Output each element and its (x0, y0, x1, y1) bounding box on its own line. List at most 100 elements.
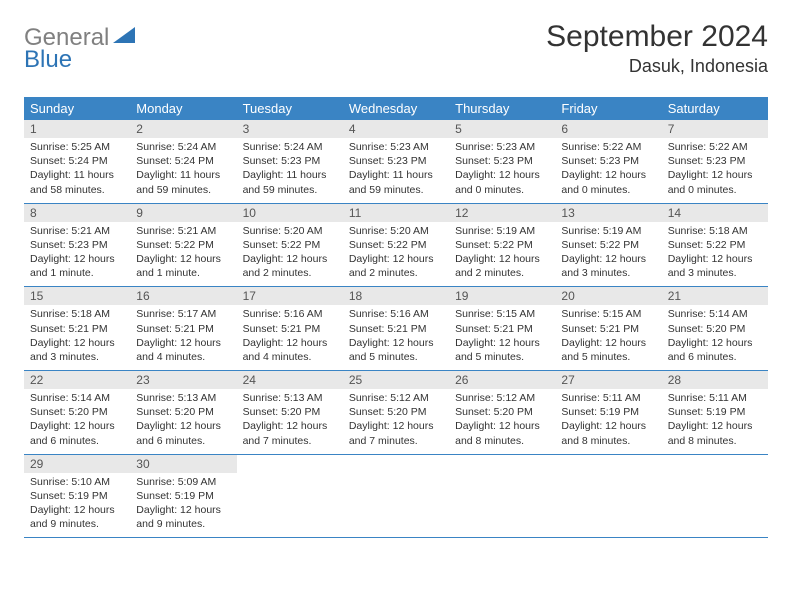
day-cell: 18Sunrise: 5:16 AMSunset: 5:21 PMDayligh… (343, 287, 449, 371)
sunset-text: Sunset: 5:23 PM (561, 154, 655, 168)
daylight-text: Daylight: 11 hours and 58 minutes. (30, 168, 124, 196)
day-content: Sunrise: 5:13 AMSunset: 5:20 PMDaylight:… (237, 389, 343, 454)
day-number: 4 (343, 120, 449, 138)
daylight-text: Daylight: 12 hours and 4 minutes. (243, 336, 337, 364)
daylight-text: Daylight: 12 hours and 2 minutes. (349, 252, 443, 280)
day-number: 20 (555, 287, 661, 305)
daylight-text: Daylight: 12 hours and 0 minutes. (455, 168, 549, 196)
day-content: Sunrise: 5:20 AMSunset: 5:22 PMDaylight:… (343, 222, 449, 287)
day-number: 1 (24, 120, 130, 138)
sunset-text: Sunset: 5:22 PM (349, 238, 443, 252)
sunset-text: Sunset: 5:22 PM (561, 238, 655, 252)
empty-cell (449, 454, 555, 538)
sunset-text: Sunset: 5:19 PM (668, 405, 762, 419)
daylight-text: Daylight: 12 hours and 0 minutes. (668, 168, 762, 196)
sunrise-text: Sunrise: 5:19 AM (455, 224, 549, 238)
sunset-text: Sunset: 5:21 PM (136, 322, 230, 336)
daylight-text: Daylight: 12 hours and 3 minutes. (30, 336, 124, 364)
sunrise-text: Sunrise: 5:18 AM (30, 307, 124, 321)
day-cell: 11Sunrise: 5:20 AMSunset: 5:22 PMDayligh… (343, 203, 449, 287)
daylight-text: Daylight: 12 hours and 5 minutes. (349, 336, 443, 364)
day-content: Sunrise: 5:21 AMSunset: 5:23 PMDaylight:… (24, 222, 130, 287)
day-content: Sunrise: 5:12 AMSunset: 5:20 PMDaylight:… (449, 389, 555, 454)
day-cell: 23Sunrise: 5:13 AMSunset: 5:20 PMDayligh… (130, 371, 236, 455)
day-header-friday: Friday (555, 97, 661, 120)
day-cell: 14Sunrise: 5:18 AMSunset: 5:22 PMDayligh… (662, 203, 768, 287)
sunrise-text: Sunrise: 5:09 AM (136, 475, 230, 489)
day-header-thursday: Thursday (449, 97, 555, 120)
day-content: Sunrise: 5:19 AMSunset: 5:22 PMDaylight:… (449, 222, 555, 287)
sunset-text: Sunset: 5:21 PM (243, 322, 337, 336)
day-number: 14 (662, 204, 768, 222)
day-number: 9 (130, 204, 236, 222)
sunset-text: Sunset: 5:19 PM (561, 405, 655, 419)
day-content: Sunrise: 5:10 AMSunset: 5:19 PMDaylight:… (24, 473, 130, 538)
day-cell: 5Sunrise: 5:23 AMSunset: 5:23 PMDaylight… (449, 120, 555, 203)
empty-cell (662, 454, 768, 538)
sunrise-text: Sunrise: 5:12 AM (349, 391, 443, 405)
week-row: 15Sunrise: 5:18 AMSunset: 5:21 PMDayligh… (24, 287, 768, 371)
day-number: 23 (130, 371, 236, 389)
daylight-text: Daylight: 12 hours and 2 minutes. (455, 252, 549, 280)
daylight-text: Daylight: 12 hours and 1 minute. (136, 252, 230, 280)
sunrise-text: Sunrise: 5:16 AM (349, 307, 443, 321)
day-content: Sunrise: 5:11 AMSunset: 5:19 PMDaylight:… (662, 389, 768, 454)
sunset-text: Sunset: 5:20 PM (455, 405, 549, 419)
day-cell: 13Sunrise: 5:19 AMSunset: 5:22 PMDayligh… (555, 203, 661, 287)
day-cell: 8Sunrise: 5:21 AMSunset: 5:23 PMDaylight… (24, 203, 130, 287)
day-content: Sunrise: 5:18 AMSunset: 5:21 PMDaylight:… (24, 305, 130, 370)
day-number: 7 (662, 120, 768, 138)
day-number: 11 (343, 204, 449, 222)
empty-cell (555, 454, 661, 538)
sunrise-text: Sunrise: 5:15 AM (561, 307, 655, 321)
day-cell: 24Sunrise: 5:13 AMSunset: 5:20 PMDayligh… (237, 371, 343, 455)
day-number: 3 (237, 120, 343, 138)
day-number: 12 (449, 204, 555, 222)
day-header-sunday: Sunday (24, 97, 130, 120)
day-header-monday: Monday (130, 97, 236, 120)
daylight-text: Daylight: 12 hours and 7 minutes. (243, 419, 337, 447)
sunrise-text: Sunrise: 5:22 AM (561, 140, 655, 154)
day-number: 13 (555, 204, 661, 222)
day-cell: 7Sunrise: 5:22 AMSunset: 5:23 PMDaylight… (662, 120, 768, 203)
daylight-text: Daylight: 12 hours and 5 minutes. (561, 336, 655, 364)
daylight-text: Daylight: 12 hours and 6 minutes. (30, 419, 124, 447)
day-cell: 21Sunrise: 5:14 AMSunset: 5:20 PMDayligh… (662, 287, 768, 371)
day-cell: 12Sunrise: 5:19 AMSunset: 5:22 PMDayligh… (449, 203, 555, 287)
day-number: 26 (449, 371, 555, 389)
day-number: 17 (237, 287, 343, 305)
daylight-text: Daylight: 12 hours and 3 minutes. (668, 252, 762, 280)
sunrise-text: Sunrise: 5:16 AM (243, 307, 337, 321)
title-block: September 2024 Dasuk, Indonesia (546, 20, 768, 77)
day-cell: 9Sunrise: 5:21 AMSunset: 5:22 PMDaylight… (130, 203, 236, 287)
day-cell: 25Sunrise: 5:12 AMSunset: 5:20 PMDayligh… (343, 371, 449, 455)
day-content: Sunrise: 5:11 AMSunset: 5:19 PMDaylight:… (555, 389, 661, 454)
sunrise-text: Sunrise: 5:21 AM (136, 224, 230, 238)
day-content: Sunrise: 5:23 AMSunset: 5:23 PMDaylight:… (343, 138, 449, 203)
logo-blue-line: Blue (24, 46, 72, 74)
daylight-text: Daylight: 12 hours and 4 minutes. (136, 336, 230, 364)
sunset-text: Sunset: 5:20 PM (136, 405, 230, 419)
sunset-text: Sunset: 5:23 PM (30, 238, 124, 252)
daylight-text: Daylight: 11 hours and 59 minutes. (349, 168, 443, 196)
empty-cell (343, 454, 449, 538)
day-content: Sunrise: 5:09 AMSunset: 5:19 PMDaylight:… (130, 473, 236, 538)
empty-cell (237, 454, 343, 538)
sunset-text: Sunset: 5:21 PM (455, 322, 549, 336)
day-number: 10 (237, 204, 343, 222)
day-cell: 16Sunrise: 5:17 AMSunset: 5:21 PMDayligh… (130, 287, 236, 371)
day-cell: 20 Sunrise: 5:15 AMSunset: 5:21 PMDayligh… (555, 287, 661, 371)
day-number: 28 (662, 371, 768, 389)
daylight-text: Daylight: 12 hours and 8 minutes. (668, 419, 762, 447)
day-content: Sunrise: 5:22 AMSunset: 5:23 PMDaylight:… (662, 138, 768, 203)
day-content: Sunrise: 5:13 AMSunset: 5:20 PMDaylight:… (130, 389, 236, 454)
sunrise-text: Sunrise: 5:23 AM (455, 140, 549, 154)
daylight-text: Daylight: 12 hours and 8 minutes. (455, 419, 549, 447)
day-content: Sunrise: 5:22 AMSunset: 5:23 PMDaylight:… (555, 138, 661, 203)
sunrise-text: Sunrise: 5:14 AM (30, 391, 124, 405)
sunrise-text: Sunrise: 5:14 AM (668, 307, 762, 321)
sunset-text: Sunset: 5:21 PM (561, 322, 655, 336)
day-cell: 28Sunrise: 5:11 AMSunset: 5:19 PMDayligh… (662, 371, 768, 455)
day-cell: 26Sunrise: 5:12 AMSunset: 5:20 PMDayligh… (449, 371, 555, 455)
week-row: 29Sunrise: 5:10 AMSunset: 5:19 PMDayligh… (24, 454, 768, 538)
